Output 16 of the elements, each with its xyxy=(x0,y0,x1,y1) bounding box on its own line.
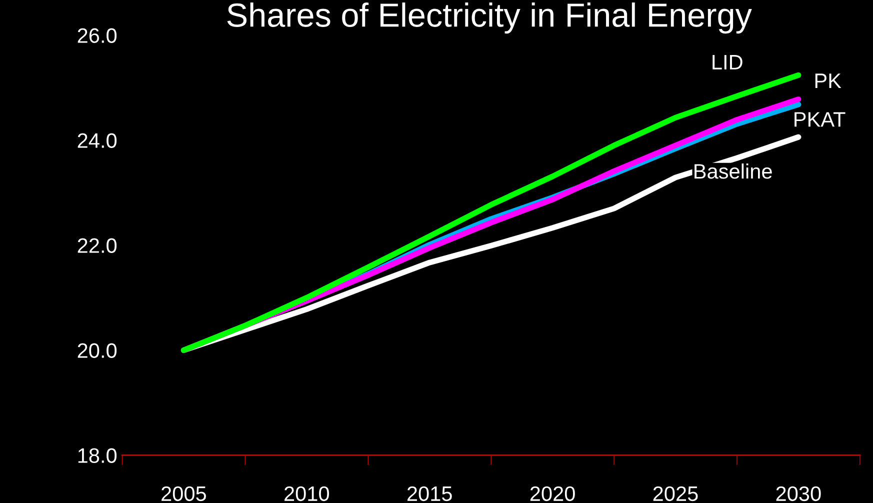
y-tick-label: 24.0 xyxy=(78,133,117,148)
x-tick-label: 2030 xyxy=(776,486,821,502)
series-label: Baseline xyxy=(694,163,772,179)
series-label: PKAT xyxy=(794,112,846,127)
chart-title: Shares of Electricity in Final Energy xyxy=(227,2,752,34)
series-label: PK xyxy=(815,74,842,88)
x-tick-label: 2020 xyxy=(530,486,575,502)
y-tick-label: 22.0 xyxy=(78,238,117,253)
x-tick-label: 2025 xyxy=(653,486,698,502)
x-tick-label: 2005 xyxy=(162,486,206,502)
series-label: LID xyxy=(712,55,742,70)
x-tick-label: 2010 xyxy=(284,486,329,502)
x-tick-label: 2015 xyxy=(407,486,452,502)
y-tick-label: 20.0 xyxy=(78,343,117,358)
y-tick-label: 18.0 xyxy=(78,448,117,463)
y-tick-label: 26.0 xyxy=(78,28,117,43)
